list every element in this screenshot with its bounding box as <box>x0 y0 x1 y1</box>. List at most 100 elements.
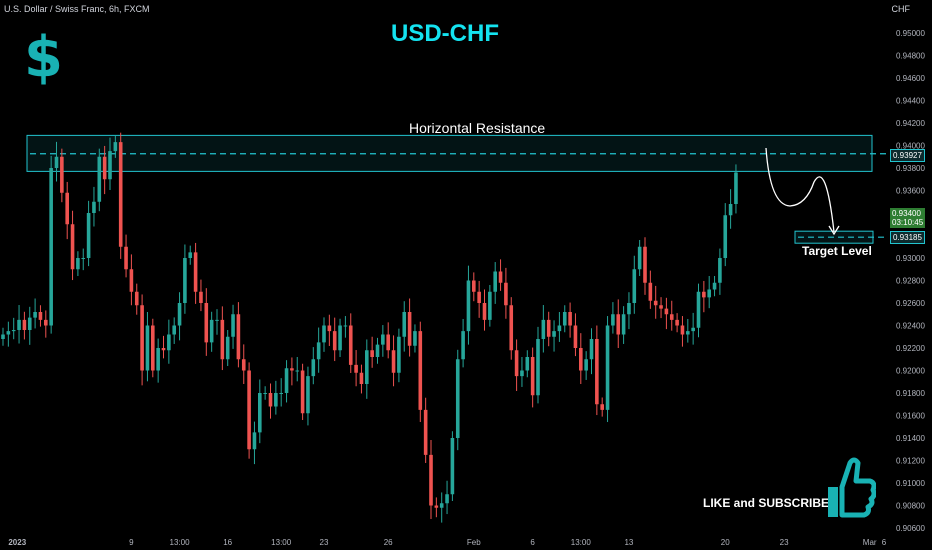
candle <box>680 316 685 347</box>
candle <box>514 339 519 391</box>
candle <box>348 313 353 373</box>
candle <box>696 283 701 338</box>
candle <box>616 299 621 348</box>
candle <box>204 288 209 356</box>
resistance-label: Horizontal Resistance <box>409 120 546 136</box>
candle <box>295 357 300 382</box>
candle <box>520 357 524 387</box>
candle <box>691 312 695 345</box>
y-tick-label: 0.92200 <box>896 344 925 353</box>
dollar-icon: $ <box>24 25 63 90</box>
symbol-info: U.S. Dollar / Swiss Franc, 6h, FXCM <box>4 4 150 14</box>
x-tick-label: 13 <box>624 538 633 547</box>
candle <box>466 265 471 345</box>
candle <box>236 302 241 368</box>
candle <box>728 189 733 229</box>
candle <box>734 164 738 214</box>
candle <box>675 313 679 333</box>
x-tick-label: 13:00 <box>170 538 191 547</box>
candle <box>268 383 273 419</box>
candle <box>707 276 711 309</box>
x-tick-label: 23 <box>320 538 329 547</box>
candle <box>44 310 48 338</box>
candle <box>177 292 182 341</box>
candle <box>402 301 407 352</box>
candle <box>648 270 653 309</box>
candle <box>413 324 417 353</box>
candle <box>477 280 481 318</box>
candle <box>151 318 155 378</box>
candle <box>611 302 615 334</box>
candle <box>118 132 123 259</box>
current-price-value: 0.93400 <box>892 209 921 218</box>
candle <box>493 262 497 304</box>
candle <box>199 279 203 312</box>
x-tick-label: 6 <box>530 538 535 547</box>
y-tick-label: 0.94200 <box>896 119 925 128</box>
candle <box>589 328 594 375</box>
candle <box>102 145 107 195</box>
candle <box>562 305 567 333</box>
y-tick-label: 0.92000 <box>896 367 925 376</box>
y-tick-label: 0.95000 <box>896 29 925 38</box>
candle <box>605 316 610 423</box>
candle <box>300 363 305 420</box>
y-tick-label: 0.94800 <box>896 52 925 61</box>
currency-label: CHF <box>891 4 911 14</box>
candle <box>49 155 53 334</box>
candle <box>584 351 588 380</box>
candle <box>391 335 396 387</box>
candle <box>397 328 401 383</box>
candle <box>434 497 439 518</box>
candle <box>6 321 11 347</box>
candle <box>664 297 669 330</box>
chart-title: USD-CHF <box>391 20 499 47</box>
candle <box>439 492 444 523</box>
candle <box>686 318 690 343</box>
candle <box>247 362 251 459</box>
candle <box>445 480 449 515</box>
candle <box>482 289 487 331</box>
candle <box>381 325 385 357</box>
y-tick-label: 0.93800 <box>896 164 925 173</box>
candle <box>375 337 380 364</box>
candle <box>322 317 326 352</box>
countdown-timer: 03:10:45 <box>892 218 924 227</box>
y-tick-label: 0.91800 <box>896 389 925 398</box>
x-tick-label: Mar <box>863 538 877 547</box>
candle <box>461 318 465 368</box>
candle <box>472 272 476 302</box>
candle <box>365 339 369 399</box>
candle <box>359 364 364 394</box>
candle <box>702 280 706 313</box>
candle <box>530 347 535 408</box>
x-tick-label: 23 <box>780 538 789 547</box>
y-tick-label: 0.90800 <box>896 502 925 511</box>
candle <box>455 349 460 451</box>
candle <box>76 251 80 276</box>
candle <box>279 378 283 407</box>
current-price-tag: 0.93400 03:10:45 <box>890 208 926 228</box>
candle <box>284 360 289 403</box>
candle <box>225 330 230 366</box>
x-tick-label: 16 <box>223 538 232 547</box>
candle <box>241 344 246 384</box>
y-tick-label: 0.93600 <box>896 187 925 196</box>
candle <box>370 336 374 368</box>
candle <box>113 135 118 158</box>
x-tick-label: 2023 <box>8 538 26 547</box>
candle <box>343 316 348 338</box>
candle <box>274 380 278 415</box>
candle <box>134 283 139 315</box>
candle <box>258 379 262 444</box>
candle <box>525 350 530 378</box>
candle <box>97 148 102 212</box>
candle <box>595 325 599 416</box>
candle <box>1 327 5 346</box>
like-subscribe-text: LIKE and SUBSCRIBE <box>703 496 830 510</box>
candle <box>568 302 572 338</box>
candle <box>161 335 166 359</box>
thumbs-up-icon <box>828 457 876 518</box>
candle <box>723 203 728 267</box>
